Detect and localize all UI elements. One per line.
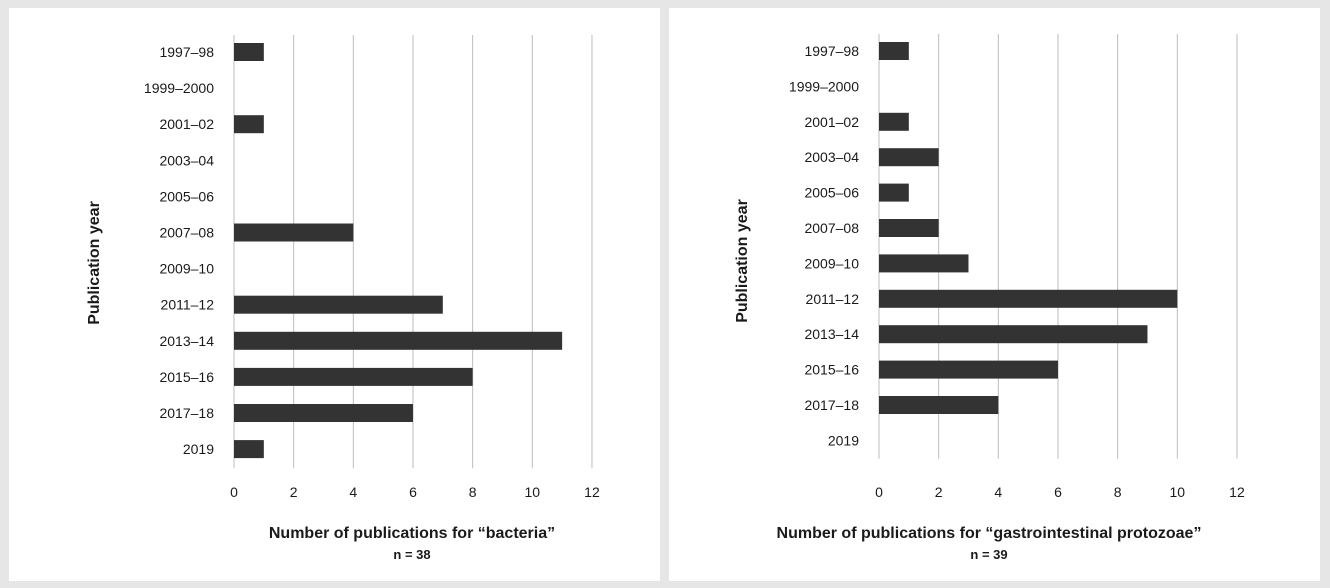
bar [879,360,1058,379]
y-tick-label: 2005–06 [159,188,214,204]
bar [879,148,939,167]
y-tick-label: 2007–08 [159,225,214,241]
y-tick-label: 2017–18 [804,397,859,413]
chart-panel-protozoae: 0 2 4 6 8 10 12 1997–98 1999–2000 2001–02 2003–04 2… [669,8,1320,581]
y-tick-label: 1999–2000 [144,80,214,96]
bar-chart-bacteria: 0 2 4 6 8 10 12 1997–98 1999–2000 2001–02 2003–04 2… [86,35,600,562]
bar [234,367,473,386]
y-tick-label: 2013–14 [804,326,859,342]
x-axis-title: Number of publications for “gastrointest… [777,525,1202,542]
y-tick-label: 2005–06 [804,185,859,201]
y-tick-label: 2015–16 [159,369,214,385]
y-tick-label: 2001–02 [159,116,214,132]
x-tick-label: 6 [409,484,417,500]
bar [234,43,264,61]
x-tick-label: 2 [290,484,298,500]
x-tick-label: 12 [584,484,600,500]
bar [879,396,999,414]
x-tick-label: 6 [1054,484,1062,500]
y-tick-label: 1997–98 [159,44,214,60]
bar-chart-protozoae: 0 2 4 6 8 10 12 1997–98 1999–2000 2001–02 2003–04 2… [734,34,1245,562]
y-tick-label: 1997–98 [804,43,859,59]
bar [879,254,969,273]
x-tick-label: 0 [230,484,238,500]
bar [234,295,443,314]
y-tick-label: 2013–14 [159,333,214,349]
x-axis-title: Number of publications for “bacteria” [269,525,555,542]
y-tick-label: 2011–12 [806,291,860,307]
y-tick-label: 2003–04 [804,149,859,165]
x-tick-label: 0 [875,484,883,500]
y-tick-label: 2017–18 [159,405,214,421]
y-tick-label: 2015–16 [804,362,859,378]
y-axis-title: Publication year [86,201,103,325]
bar [879,219,939,237]
bar [879,112,909,131]
y-tick-label: 2003–04 [159,152,214,168]
x-tick-label: 12 [1229,484,1245,500]
x-tick-label: 8 [469,484,477,500]
x-tick-label: 10 [1170,484,1186,500]
chart-panel-bacteria: 0 2 4 6 8 10 12 1997–98 1999–2000 2001–02 2003–04 2… [9,8,660,581]
x-tick-label: 4 [349,484,357,500]
x-tick-label: 8 [1114,484,1122,500]
x-tick-label: 2 [935,484,943,500]
bar [879,183,909,202]
y-tick-label: 2009–10 [804,255,859,271]
x-tick-label: 10 [525,484,541,500]
bar [879,325,1148,344]
bar [234,404,413,422]
y-axis-title: Publication year [734,199,751,323]
bar [234,331,563,350]
x-tick-label: 4 [994,484,1002,500]
y-tick-label: 2001–02 [804,114,859,130]
sample-size-label: n = 39 [970,547,1007,562]
bar [234,223,354,242]
sample-size-label: n = 38 [393,547,430,562]
y-tick-label: 2007–08 [804,220,859,236]
y-tick-label: 1999–2000 [789,78,859,94]
y-tick-label: 2009–10 [159,261,214,277]
y-tick-label: 2011–12 [161,297,215,313]
bar [879,42,909,60]
bar [234,115,264,134]
bar [879,289,1178,308]
y-tick-label: 2019 [183,441,214,457]
bar [234,440,264,459]
y-tick-label: 2019 [828,432,859,448]
